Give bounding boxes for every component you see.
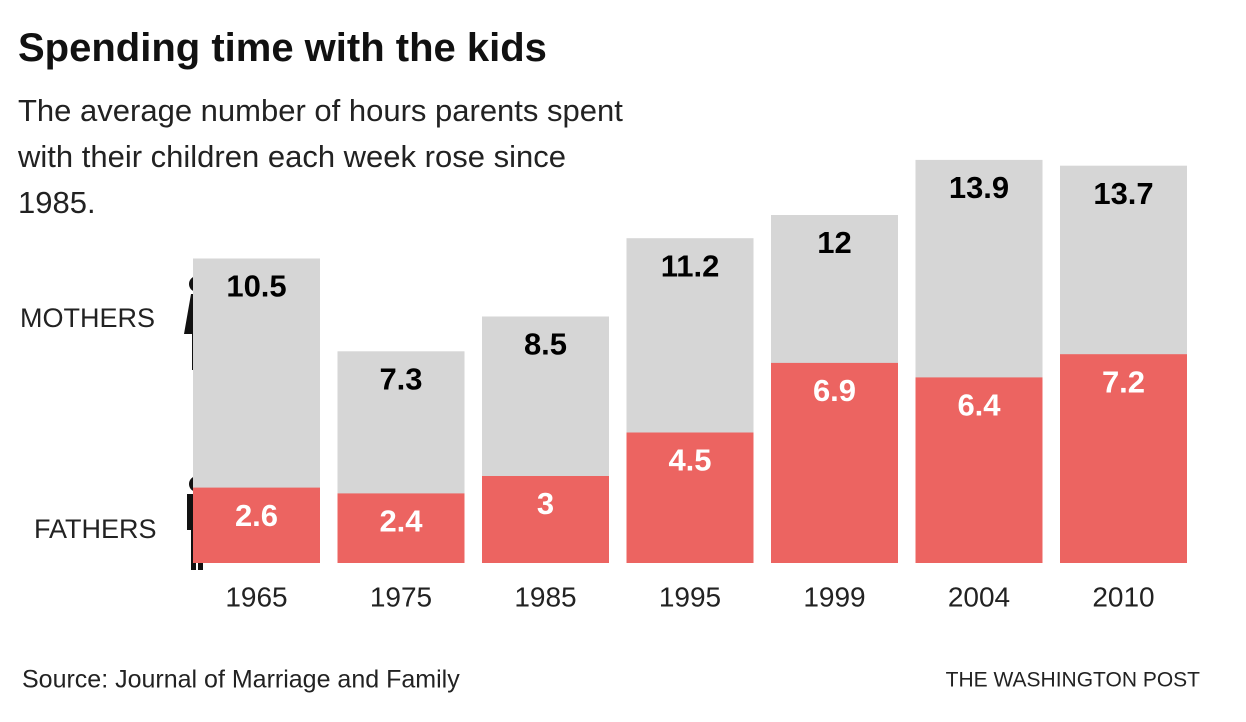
value-label: 13.7 xyxy=(1093,176,1153,211)
value-label: 6.4 xyxy=(957,388,1001,423)
value-label: 12 xyxy=(817,225,851,260)
bar xyxy=(771,362,898,563)
source: Source: Journal of Marriage and Family xyxy=(22,666,460,694)
value-label: 11.2 xyxy=(661,248,720,283)
bar xyxy=(193,487,320,563)
x-tick-label: 1995 xyxy=(659,581,721,612)
x-tick-label: 1975 xyxy=(370,581,432,612)
credit: THE WASHINGTON POST xyxy=(946,669,1201,692)
value-label: 13.9 xyxy=(949,170,1009,205)
chart-subtitle: The average number of hours parents spen… xyxy=(18,93,623,220)
bar xyxy=(482,476,609,563)
value-label: 2.4 xyxy=(379,504,423,539)
x-tick-label: 2004 xyxy=(948,581,1010,612)
value-label: 6.9 xyxy=(813,373,856,408)
chart-title: Spending time with the kids xyxy=(18,26,547,70)
value-label: 2.6 xyxy=(235,498,278,533)
bar xyxy=(337,493,465,563)
value-label: 7.2 xyxy=(1102,364,1145,399)
legend-label: FATHERS xyxy=(34,514,157,544)
bar xyxy=(1060,354,1187,563)
x-tick-label: 2010 xyxy=(1092,581,1154,612)
x-tick-label: 1999 xyxy=(803,581,865,612)
legend-label: MOTHERS xyxy=(20,303,155,333)
value-label: 10.5 xyxy=(226,269,286,304)
value-label: 7.3 xyxy=(379,361,422,396)
x-tick-label: 1965 xyxy=(225,581,287,612)
x-tick-label: 1985 xyxy=(514,581,576,612)
value-label: 8.5 xyxy=(524,327,567,362)
bar xyxy=(626,432,754,563)
value-label: 3 xyxy=(537,486,554,521)
value-label: 4.5 xyxy=(668,443,711,478)
bar xyxy=(915,377,1043,563)
